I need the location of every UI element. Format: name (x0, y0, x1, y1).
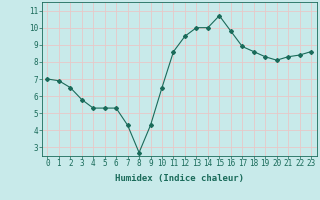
X-axis label: Humidex (Indice chaleur): Humidex (Indice chaleur) (115, 174, 244, 183)
